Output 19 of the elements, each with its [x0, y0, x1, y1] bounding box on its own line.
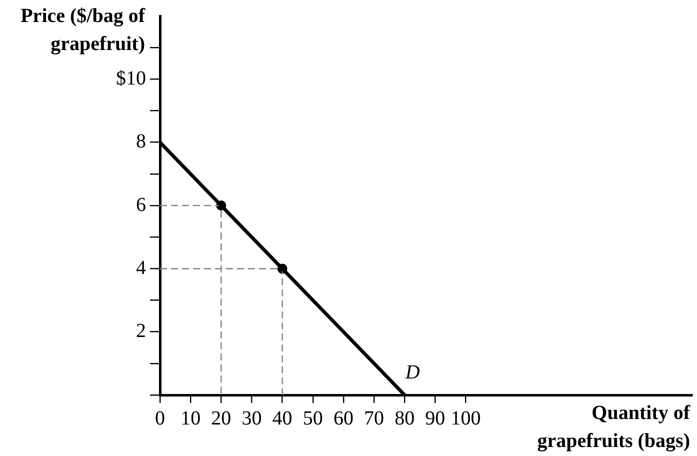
x-tick-label: 80 [394, 407, 415, 430]
x-tick-label: 20 [211, 407, 232, 430]
y-tick-label: 2 [136, 320, 146, 342]
y-tick-label: 4 [136, 256, 146, 279]
x-tick-label: 10 [180, 407, 201, 430]
y-tick-label: $10 [116, 67, 146, 90]
x-axis-title: Quantity of grapefruits (bags) [537, 402, 690, 452]
x-tick-label: 30 [242, 407, 262, 430]
y-axis-title: Price ($/bag of grapefruit) [20, 5, 146, 55]
y-tick-label: 6 [136, 194, 146, 216]
x-tick-label: 40 [272, 407, 292, 430]
x-tick-label: 50 [302, 407, 323, 430]
x-tick-label: 0 [155, 407, 165, 430]
x-tick-label: 90 [425, 407, 446, 430]
y-tick-label: 8 [136, 130, 146, 153]
x-tick-label: 60 [333, 407, 354, 430]
x-tick-label: 70 [364, 407, 384, 430]
annotation: D [404, 361, 420, 384]
x-tick-label: 100 [450, 407, 481, 430]
